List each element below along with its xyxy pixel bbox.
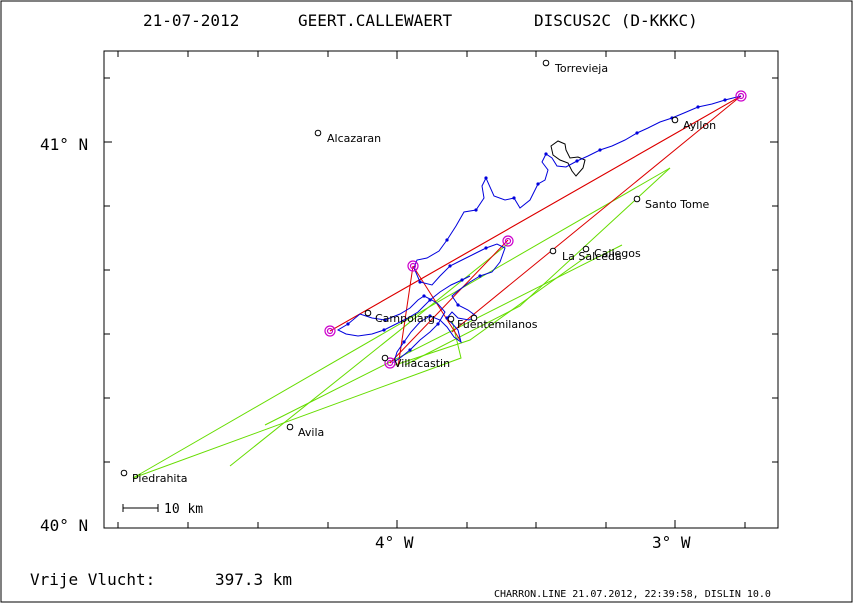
place-label: Fuentemilanos [457,318,538,331]
header-glider: DISCUS2C (D-KKKC) [534,11,698,30]
credit-line: CHARRON.LINE 21.07.2012, 22:39:58, DISLI… [494,589,771,600]
turnpoint-marker [735,90,747,102]
lon-label-3w: 3° W [652,533,691,552]
lon-label-4w: 4° W [375,533,414,552]
place-label: Torrevieja [554,62,608,75]
distance-label: Vrije Vlucht: [30,570,155,589]
turnpoint-marker [407,260,419,272]
place-label: Avila [298,426,324,439]
turnpoint-marker [502,235,514,247]
place-label: Campolarg [375,312,435,325]
place-label: Santo Tome [645,198,710,211]
place-markers [120,59,679,477]
track-marks [346,98,727,352]
scale-bar [122,504,159,512]
header-pilot: GEERT.CALLEWAERT [298,11,452,30]
lat-label-41: 41° N [40,135,88,154]
place-label: Villacastin [394,357,450,370]
place-label: La Salceda [562,250,622,263]
flight-track [336,95,742,364]
lat-label-40: 40° N [40,516,88,535]
place-label: Alcazaran [327,132,381,145]
scale-label: 10 km [164,502,203,517]
lake-outline [550,140,586,177]
turnpoint-marker [384,357,396,369]
turnpoint-marker [324,325,336,337]
turnpoints [324,90,747,369]
place-label: Piedrahita [132,472,188,485]
place-label: Ayllon [683,119,716,132]
place-label: Callegos [594,247,641,260]
distance-value: 397.3 km [215,570,292,589]
map-frame [103,50,779,529]
axis-ticks [104,51,778,528]
header-date: 21-07-2012 [143,11,239,30]
